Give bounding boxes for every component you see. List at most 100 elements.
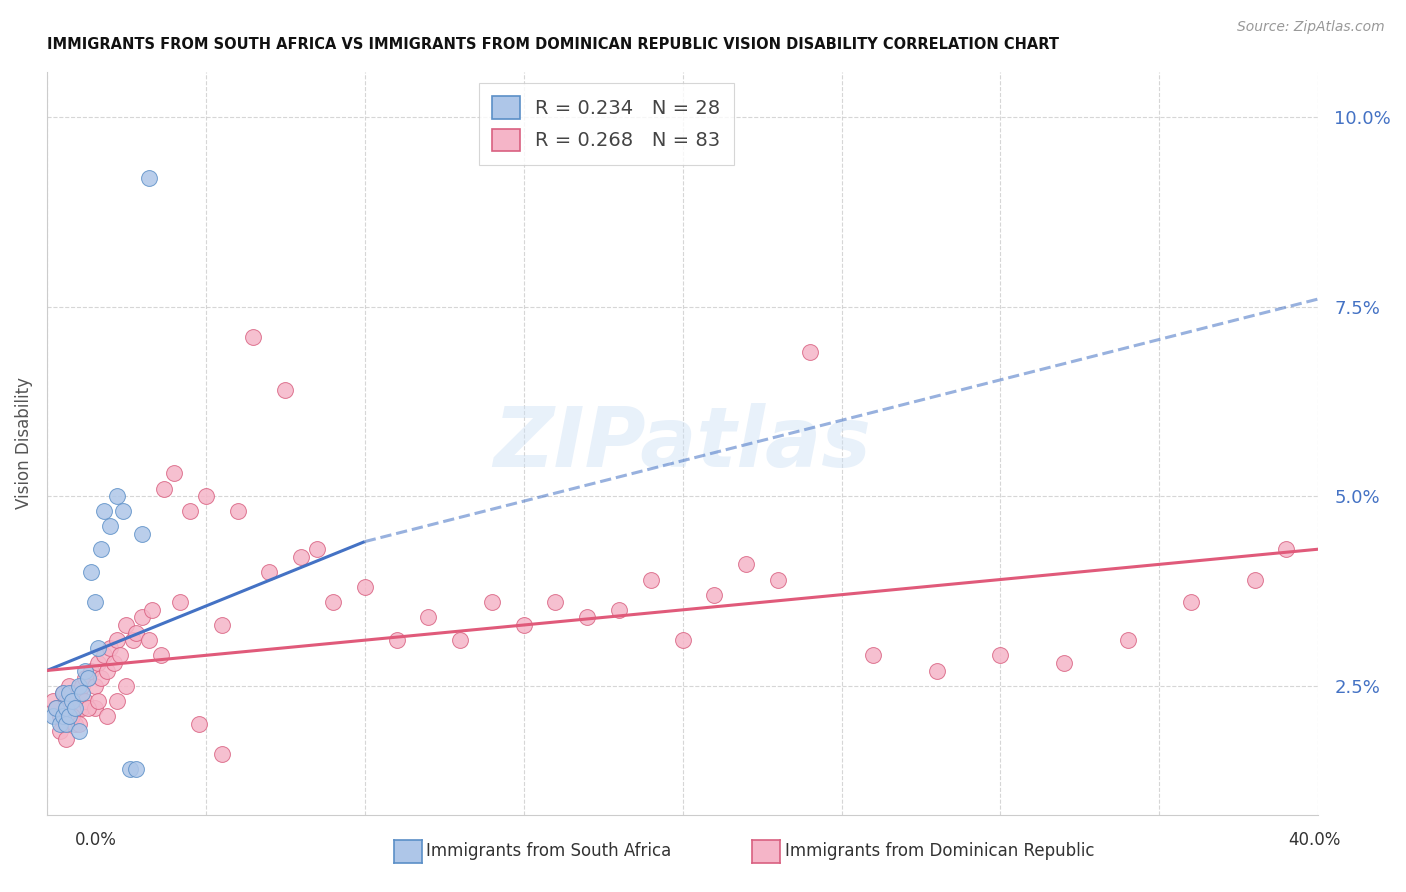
Point <box>96 664 118 678</box>
Point <box>48 709 70 723</box>
Point <box>60 709 83 723</box>
Point <box>274 383 297 397</box>
Point <box>576 610 599 624</box>
Text: 0.0%: 0.0% <box>75 831 117 849</box>
Point <box>52 716 75 731</box>
Point <box>990 648 1012 663</box>
Point <box>67 724 90 739</box>
Point <box>259 565 281 579</box>
Point <box>80 565 103 579</box>
Point <box>67 686 90 700</box>
Point <box>65 701 87 715</box>
Point <box>115 618 138 632</box>
Point <box>48 716 70 731</box>
Point <box>52 709 75 723</box>
Point <box>55 731 77 746</box>
Point <box>70 686 93 700</box>
Point <box>60 694 83 708</box>
Point <box>73 671 96 685</box>
Point <box>103 656 125 670</box>
Point <box>322 595 344 609</box>
Point <box>194 489 217 503</box>
Point <box>153 482 176 496</box>
Point <box>70 701 93 715</box>
Point <box>42 709 65 723</box>
Point <box>45 701 67 715</box>
Point <box>65 694 87 708</box>
Text: Source: ZipAtlas.com: Source: ZipAtlas.com <box>1237 20 1385 34</box>
Point <box>70 679 93 693</box>
Point <box>60 709 83 723</box>
Point <box>925 664 948 678</box>
Point <box>512 618 534 632</box>
Point <box>48 724 70 739</box>
Point <box>766 573 789 587</box>
Point <box>179 504 201 518</box>
Point <box>105 633 128 648</box>
Text: Immigrants from South Africa: Immigrants from South Africa <box>426 842 671 860</box>
Point <box>73 664 96 678</box>
Point <box>242 330 264 344</box>
Point <box>105 694 128 708</box>
Point <box>96 709 118 723</box>
Point <box>544 595 567 609</box>
Point <box>67 716 90 731</box>
Point <box>73 694 96 708</box>
Point <box>83 595 105 609</box>
Point <box>77 701 100 715</box>
Point <box>118 762 141 776</box>
Point <box>52 686 75 700</box>
Point <box>1243 573 1265 587</box>
Point <box>125 762 148 776</box>
Point <box>52 686 75 700</box>
Point <box>100 640 122 655</box>
Point <box>131 610 153 624</box>
Point <box>100 519 122 533</box>
Point <box>55 694 77 708</box>
Point <box>83 679 105 693</box>
Point <box>83 701 105 715</box>
Point <box>799 345 821 359</box>
Point <box>58 679 80 693</box>
Legend: R = 0.234   N = 28, R = 0.268   N = 83: R = 0.234 N = 28, R = 0.268 N = 83 <box>478 83 734 165</box>
Point <box>307 542 329 557</box>
Y-axis label: Vision Disability: Vision Disability <box>15 377 32 509</box>
Text: 40.0%: 40.0% <box>1288 831 1341 849</box>
Point <box>703 588 725 602</box>
Point <box>1053 656 1076 670</box>
Point <box>150 648 173 663</box>
Point <box>211 618 233 632</box>
Point <box>67 679 90 693</box>
Point <box>87 640 110 655</box>
Point <box>640 573 662 587</box>
Point <box>77 671 100 685</box>
Point <box>93 648 115 663</box>
Point <box>45 701 67 715</box>
Point <box>121 633 143 648</box>
Point <box>58 701 80 715</box>
Point <box>418 610 440 624</box>
Point <box>67 701 90 715</box>
Point <box>131 527 153 541</box>
Point <box>226 504 249 518</box>
Point <box>93 504 115 518</box>
Point <box>58 709 80 723</box>
Point <box>290 549 312 564</box>
Point <box>77 671 100 685</box>
Point <box>108 648 131 663</box>
Point <box>115 679 138 693</box>
Point <box>138 633 160 648</box>
Point <box>1116 633 1139 648</box>
Point <box>125 625 148 640</box>
Point <box>105 489 128 503</box>
Point <box>60 686 83 700</box>
Point <box>1180 595 1202 609</box>
Point <box>1275 542 1298 557</box>
Point <box>42 694 65 708</box>
Point <box>138 170 160 185</box>
Point <box>55 701 77 715</box>
Point <box>607 603 630 617</box>
Text: ZIPatlas: ZIPatlas <box>494 402 872 483</box>
Point <box>65 716 87 731</box>
Point <box>671 633 693 648</box>
